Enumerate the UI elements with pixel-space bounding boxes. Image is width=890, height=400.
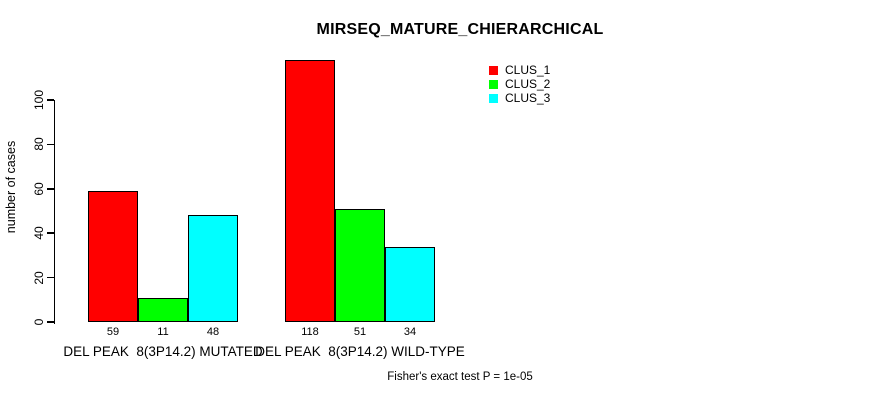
bar-clus_3-group1: [188, 215, 238, 322]
y-tick-label: 40: [32, 226, 46, 240]
legend-swatch: [489, 65, 498, 75]
bar-value-label: 51: [353, 326, 367, 338]
legend-item: CLUS_1: [489, 63, 550, 77]
bar-value-label: 11: [157, 326, 169, 338]
stat-annotation: Fisher's exact test P = 1e-05: [387, 371, 533, 383]
legend-label: CLUS_2: [505, 77, 551, 91]
bar-value-label: 59: [106, 326, 120, 338]
y-tick: [46, 321, 54, 323]
bar-clus_1-group2: [285, 60, 335, 322]
legend-swatch: [489, 93, 498, 103]
y-axis-title: number of cases: [4, 140, 18, 234]
bar-clus_2-group1: [138, 297, 188, 322]
y-tick: [46, 188, 54, 190]
y-tick-label: 60: [32, 182, 46, 196]
bar-value-label: 118: [301, 326, 319, 338]
y-tick-label: 80: [32, 137, 46, 152]
legend-label: CLUS_3: [505, 91, 551, 105]
legend-item: CLUS_2: [489, 77, 550, 91]
y-tick: [46, 276, 54, 279]
chart-title: MIRSEQ_MATURE_CHIERARCHICAL: [316, 21, 604, 38]
legend: CLUS_1 CLUS_2 CLUS_3: [489, 63, 550, 105]
bar-value-label: 34: [403, 326, 417, 338]
bar-clus_3-group2: [385, 246, 435, 322]
legend-label: CLUS_1: [505, 63, 551, 77]
x-category-label: DEL PEAK 8(3P14.2) MUTATED: [63, 344, 263, 359]
y-axis-line: [53, 100, 55, 324]
bar-value-label: 48: [206, 326, 220, 338]
y-tick-label: 100: [32, 89, 46, 111]
y-tick: [46, 99, 54, 101]
y-tick-label: 20: [32, 270, 46, 285]
legend-swatch: [489, 79, 498, 89]
bar-clus_2-group2: [335, 208, 385, 322]
y-tick-label: 0: [32, 318, 46, 326]
y-tick: [46, 143, 54, 146]
bar-clus_1-group1: [88, 191, 138, 322]
x-category-label: DEL PEAK 8(3P14.2) WILD-TYPE: [255, 344, 465, 359]
legend-item: CLUS_3: [489, 91, 550, 105]
y-tick: [46, 232, 54, 234]
